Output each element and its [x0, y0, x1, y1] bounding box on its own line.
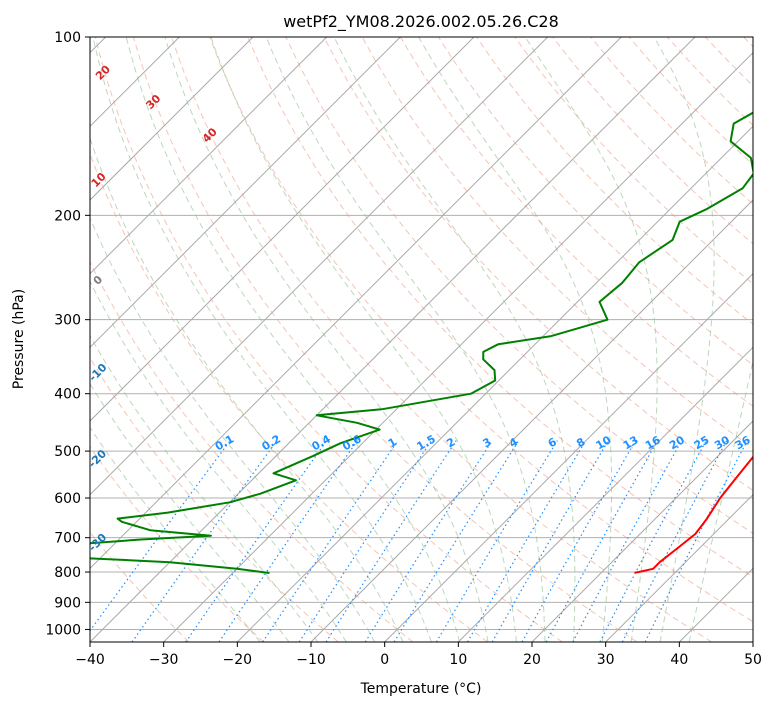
mixing-ratio-line — [364, 440, 493, 642]
isotherm-line — [457, 346, 753, 642]
y-axis: 100 200 300 400 500 600 700 800 900 1000 — [45, 30, 90, 638]
temperature-profile-line — [634, 455, 753, 574]
dry-adiabat-line — [285, 37, 753, 535]
profile-series — [90, 111, 753, 574]
x-tick-label: 0 — [380, 652, 389, 668]
isotherm-line — [90, 37, 328, 275]
isotherm-line — [531, 420, 753, 642]
mixing-ratio-line — [466, 440, 587, 642]
moist-adiabat-line — [265, 37, 546, 642]
mixing-ratio-line — [521, 440, 637, 642]
dry-adiabat-line — [247, 37, 753, 578]
isotherm-lines — [90, 37, 753, 642]
moist-adiabat-line — [90, 280, 347, 642]
moist-adiabat-line — [90, 334, 319, 642]
y-tick-label: 500 — [54, 444, 81, 460]
y-tick-label: 900 — [54, 595, 81, 611]
isotherm-line — [90, 37, 696, 642]
isotherm-line — [236, 125, 753, 642]
mixing-ratio-line — [185, 440, 328, 642]
y-tick-label: 100 — [54, 30, 81, 46]
isotherm-line — [90, 37, 254, 201]
y-tick-label: 700 — [54, 531, 81, 547]
x-tick-label: −10 — [296, 652, 326, 668]
dry-adiabat-lines — [90, 37, 753, 642]
moist-adiabat-line — [333, 37, 576, 642]
mixing-ratio-line — [644, 440, 748, 642]
x-tick-label: 30 — [597, 652, 615, 668]
mixing-ratio-line — [298, 440, 432, 642]
mixing-ratio-line — [545, 440, 659, 642]
isotherm-line — [163, 51, 753, 642]
x-tick-label: 40 — [670, 652, 688, 668]
moist-adiabat-line — [90, 216, 376, 642]
mixing-ratio-line — [131, 440, 278, 642]
x-tick-label: 50 — [744, 652, 762, 668]
dry-adiabat-line — [209, 37, 753, 623]
mixing-ratio-line — [435, 440, 558, 642]
x-tick-label: 20 — [523, 652, 541, 668]
dry-adiabat-line — [476, 37, 753, 325]
x-axis: −40 −30 −20 −10 0 10 20 30 40 50 — [75, 642, 762, 668]
isotherm-line — [90, 37, 475, 422]
mixing-ratio-line — [572, 440, 683, 642]
moist-adiabat-lines — [90, 37, 753, 642]
isotherm-line — [90, 37, 549, 496]
y-tick-label: 200 — [54, 208, 81, 224]
moist-adiabat-line — [125, 37, 461, 642]
isotherm-line — [605, 493, 753, 642]
y-tick-label: 1000 — [45, 622, 81, 638]
y-tick-label: 300 — [54, 313, 81, 329]
dry-adiabat-line — [323, 37, 753, 491]
x-tick-label: −20 — [223, 652, 253, 668]
y-axis-label: Pressure (hPa) — [11, 289, 27, 389]
x-tick-label: −40 — [75, 652, 105, 668]
plot-frame — [89, 36, 754, 643]
x-tick-label: −30 — [149, 652, 179, 668]
dewpoint-profile-line — [90, 111, 753, 574]
moist-adiabat-line — [210, 37, 517, 642]
y-tick-label: 400 — [54, 387, 81, 403]
moist-adiabat-line — [688, 358, 753, 642]
dry-adiabat-line — [90, 260, 414, 642]
plot-area: 0.1 0.2 0.4 0.6 1 1.5 2 3 4 6 8 10 13 16 20 25 30 36-30-2… — [90, 37, 753, 642]
dry-adiabat-line — [94, 37, 563, 642]
moist-adiabat-line — [90, 426, 261, 642]
moist-adiabat-line — [524, 37, 658, 642]
y-tick-label: 600 — [54, 491, 81, 507]
moist-adiabat-line — [418, 37, 613, 642]
dry-adiabat-line — [90, 446, 264, 642]
moist-adiabat-line — [90, 382, 290, 642]
moist-adiabat-line — [653, 37, 715, 642]
isotherm-line — [90, 37, 401, 349]
x-axis-label: Temperature (°C) — [360, 681, 482, 697]
dry-adiabat-line — [171, 37, 712, 642]
moist-adiabat-line — [164, 37, 489, 642]
x-tick-label: 10 — [449, 652, 467, 668]
y-tick-label: 800 — [54, 565, 81, 581]
moist-adiabat-line — [90, 136, 404, 642]
pressure-gridlines — [90, 37, 753, 630]
dry-adiabat-line — [514, 37, 753, 285]
isotherm-line — [384, 272, 753, 642]
mixing-ratio-line — [491, 440, 609, 642]
mixing-ratio-line — [599, 440, 707, 642]
mixing-ratio-line — [393, 440, 520, 642]
chart-title: wetPf2_YM08.2026.002.05.26.C28 — [283, 12, 559, 32]
moist-adiabat-line — [92, 37, 432, 642]
